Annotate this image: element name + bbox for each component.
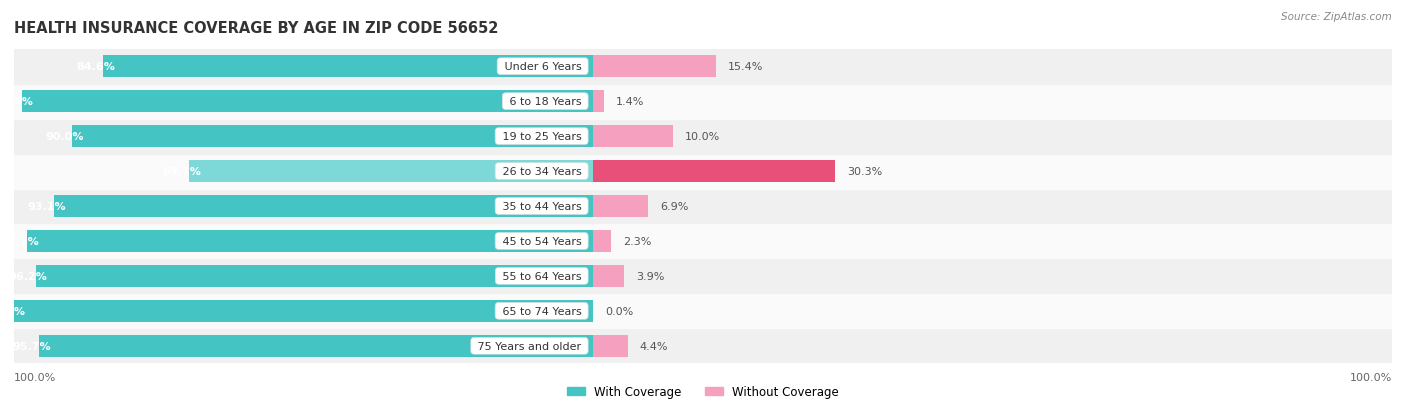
Text: 75 Years and older: 75 Years and older [474,341,585,351]
Text: Under 6 Years: Under 6 Years [501,62,585,72]
Text: 10.0%: 10.0% [685,132,720,142]
Legend: With Coverage, Without Coverage: With Coverage, Without Coverage [562,381,844,403]
Bar [593,266,624,287]
Text: 19 to 25 Years: 19 to 25 Years [499,132,585,142]
Text: 95.7%: 95.7% [11,341,51,351]
Text: 6 to 18 Years: 6 to 18 Years [506,97,585,107]
Bar [593,294,1392,329]
Bar [14,329,593,363]
Bar [14,300,593,322]
Bar [190,161,593,183]
Text: Source: ZipAtlas.com: Source: ZipAtlas.com [1281,12,1392,22]
Text: 0.0%: 0.0% [605,306,633,316]
Bar [593,335,628,357]
Bar [14,224,593,259]
Bar [593,119,1392,154]
Text: 98.6%: 98.6% [0,97,34,107]
Text: 100.0%: 100.0% [1350,372,1392,382]
Text: 1.4%: 1.4% [616,97,644,107]
Bar [593,196,648,217]
Text: 90.0%: 90.0% [45,132,83,142]
Bar [593,329,1392,363]
Bar [14,119,593,154]
Text: 3.9%: 3.9% [636,271,664,281]
Text: 30.3%: 30.3% [846,166,882,177]
Text: 2.3%: 2.3% [623,236,651,247]
Bar [593,50,1392,84]
Bar [14,84,593,119]
Text: 96.2%: 96.2% [8,271,48,281]
Text: 93.1%: 93.1% [27,202,66,211]
Bar [593,56,716,78]
Text: 35 to 44 Years: 35 to 44 Years [499,202,585,211]
Text: 97.7%: 97.7% [0,236,39,247]
Text: 6.9%: 6.9% [659,202,689,211]
Bar [14,294,593,329]
Bar [593,91,605,113]
Bar [593,230,612,252]
Bar [37,266,593,287]
Bar [14,50,593,84]
Text: 26 to 34 Years: 26 to 34 Years [499,166,585,177]
Text: 84.6%: 84.6% [76,62,115,72]
Text: HEALTH INSURANCE COVERAGE BY AGE IN ZIP CODE 56652: HEALTH INSURANCE COVERAGE BY AGE IN ZIP … [14,21,499,36]
Bar [593,154,1392,189]
Bar [27,230,593,252]
Bar [593,259,1392,294]
Bar [593,126,672,147]
Bar [593,189,1392,224]
Text: 100.0%: 100.0% [14,372,56,382]
Text: 45 to 54 Years: 45 to 54 Years [499,236,585,247]
Bar [593,161,835,183]
Bar [103,56,593,78]
Bar [14,189,593,224]
Text: 69.7%: 69.7% [162,166,201,177]
Bar [72,126,593,147]
Bar [39,335,593,357]
Bar [14,154,593,189]
Bar [14,259,593,294]
Text: 4.4%: 4.4% [640,341,668,351]
Bar [53,196,593,217]
Text: 15.4%: 15.4% [728,62,763,72]
Text: 100.0%: 100.0% [0,306,25,316]
Bar [593,84,1392,119]
Bar [22,91,593,113]
Bar [593,224,1392,259]
Text: 55 to 64 Years: 55 to 64 Years [499,271,585,281]
Text: 65 to 74 Years: 65 to 74 Years [499,306,585,316]
